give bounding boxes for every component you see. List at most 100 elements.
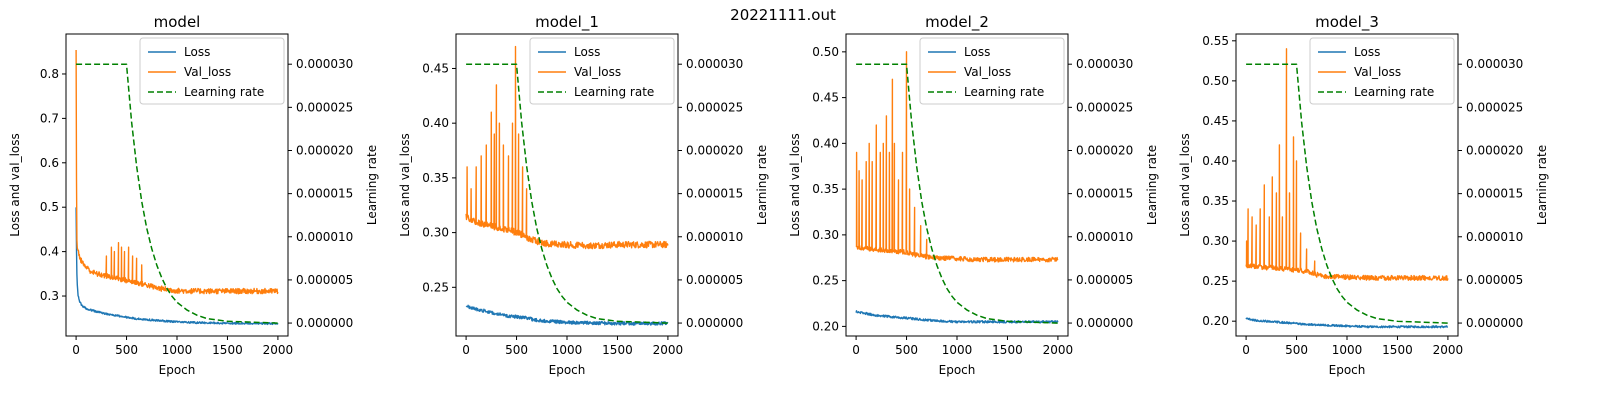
y-tick-label: 0.40: [1202, 154, 1229, 168]
series-line-learning-rate: [1246, 63, 1448, 324]
y-tick-label: 0.30: [1202, 234, 1229, 248]
y-axis-label: Loss and val_loss: [788, 133, 802, 237]
y-right-tick-label: 0.000020: [1466, 143, 1523, 157]
legend-label: Loss: [184, 45, 210, 59]
y-tick-label: 0.20: [812, 319, 839, 333]
legend-label: Val_loss: [184, 65, 231, 79]
plot-area: [465, 45, 669, 326]
legend-box: [1309, 37, 1455, 105]
y-tick-label: 0.20: [1202, 314, 1229, 328]
y-tick-label: 0.25: [1202, 274, 1229, 288]
series-line-learning-rate: [76, 63, 278, 324]
x-tick-label: 1500: [212, 343, 243, 357]
y-right-tick-label: 0.000020: [686, 143, 743, 157]
x-tick-label: 1000: [162, 343, 193, 357]
y-right-tick-label: 0.000025: [1076, 100, 1133, 114]
chart-title: model: [154, 13, 201, 31]
legend-label: Learning rate: [964, 85, 1044, 99]
x-tick-label: 2000: [1433, 343, 1464, 357]
y-right-tick-label: 0.000030: [1466, 57, 1523, 71]
legend-label: Val_loss: [1354, 65, 1401, 79]
chart-title: model_2: [925, 13, 989, 32]
y-tick-label: 0.40: [422, 116, 449, 130]
x-tick-label: 1000: [1332, 343, 1363, 357]
y-right-tick-label: 0.000015: [296, 187, 353, 201]
legend-label: Val_loss: [574, 65, 621, 79]
y-tick-label: 0.55: [1202, 34, 1229, 48]
plot-area: [855, 51, 1059, 324]
legend-label: Learning rate: [1354, 85, 1434, 99]
y-tick-label: 0.35: [422, 171, 449, 185]
legend: Loss Val_loss Learning rate: [1309, 37, 1455, 105]
legend-label: Loss: [964, 45, 990, 59]
y-tick-label: 0.4: [40, 245, 59, 259]
legend-box: [529, 37, 675, 105]
x-tick-label: 500: [1285, 343, 1308, 357]
figure-title: 20221111.out: [730, 6, 836, 24]
legend-label: Loss: [574, 45, 600, 59]
y-right-tick-label: 0.000015: [1076, 187, 1133, 201]
y-right-axis-label: Learning rate: [1145, 145, 1159, 225]
y-axis-label: Loss and val_loss: [1178, 133, 1192, 237]
y-right-tick-label: 0.000020: [296, 143, 353, 157]
series-line-val_loss: [1245, 48, 1449, 281]
chart-0: 0 500 1000 1500 2000 0.3 0.4 0.5 0.6 0.7 0.8 0.0000…: [8, 13, 379, 377]
series-line-val_loss: [75, 49, 279, 295]
x-tick-label: 500: [505, 343, 528, 357]
y-right-tick-label: 0.000010: [686, 230, 743, 244]
y-tick-label: 0.7: [40, 111, 59, 125]
y-right-tick-label: 0.000025: [686, 100, 743, 114]
y-right-tick-label: 0.000005: [1466, 273, 1523, 287]
y-right-tick-label: 0.000025: [296, 100, 353, 114]
y-right-tick-label: 0.000005: [1076, 273, 1133, 287]
y-right-tick-label: 0.000005: [296, 273, 353, 287]
y-right-tick-label: 0.000015: [1466, 187, 1523, 201]
series-line-learning-rate: [466, 63, 668, 324]
y-tick-label: 0.25: [812, 274, 839, 288]
x-tick-label: 500: [115, 343, 138, 357]
x-tick-label: 0: [852, 343, 860, 357]
x-tick-label: 1500: [602, 343, 633, 357]
x-tick-label: 1000: [552, 343, 583, 357]
y-right-tick-label: 0.000025: [1466, 100, 1523, 114]
x-tick-label: 0: [72, 343, 80, 357]
y-right-axis-label: Learning rate: [1535, 145, 1549, 225]
y-right-tick-label: 0.000000: [1076, 316, 1133, 330]
y-right-tick-label: 0.000005: [686, 273, 743, 287]
x-tick-label: 1500: [992, 343, 1023, 357]
x-axis-label: Epoch: [549, 363, 586, 377]
y-tick-label: 0.6: [40, 156, 59, 170]
x-tick-label: 2000: [1043, 343, 1074, 357]
y-tick-label: 0.35: [1202, 194, 1229, 208]
chart-title: model_3: [1315, 13, 1379, 32]
y-tick-label: 0.45: [1202, 114, 1229, 128]
y-right-tick-label: 0.000000: [686, 316, 743, 330]
y-right-tick-label: 0.000030: [1076, 57, 1133, 71]
y-tick-label: 0.45: [812, 91, 839, 105]
y-right-tick-label: 0.000030: [296, 57, 353, 71]
series-line-loss: [855, 310, 1059, 324]
x-tick-label: 0: [462, 343, 470, 357]
series-line-val_loss: [465, 45, 669, 250]
y-axis-label: Loss and val_loss: [8, 133, 22, 237]
y-tick-label: 0.40: [812, 136, 839, 150]
series-line-loss: [1245, 317, 1449, 329]
x-tick-label: 2000: [263, 343, 294, 357]
legend-box: [919, 37, 1065, 105]
y-right-tick-label: 0.000015: [686, 187, 743, 201]
legend-label: Loss: [1354, 45, 1380, 59]
y-axis-label: Loss and val_loss: [398, 133, 412, 237]
y-right-tick-label: 0.000030: [686, 57, 743, 71]
y-right-axis-label: Learning rate: [755, 145, 769, 225]
chart-1: 0 500 1000 1500 2000 0.25 0.30 0.35 0.40 0.45 0.00…: [398, 13, 769, 377]
x-tick-label: 2000: [653, 343, 684, 357]
series-line-loss: [465, 304, 669, 326]
y-tick-label: 0.30: [422, 226, 449, 240]
x-axis-label: Epoch: [1329, 363, 1366, 377]
series-line-learning-rate: [856, 63, 1058, 324]
y-right-tick-label: 0.000000: [296, 316, 353, 330]
y-tick-label: 0.30: [812, 228, 839, 242]
y-tick-label: 0.8: [40, 67, 59, 81]
y-tick-label: 0.3: [40, 289, 59, 303]
